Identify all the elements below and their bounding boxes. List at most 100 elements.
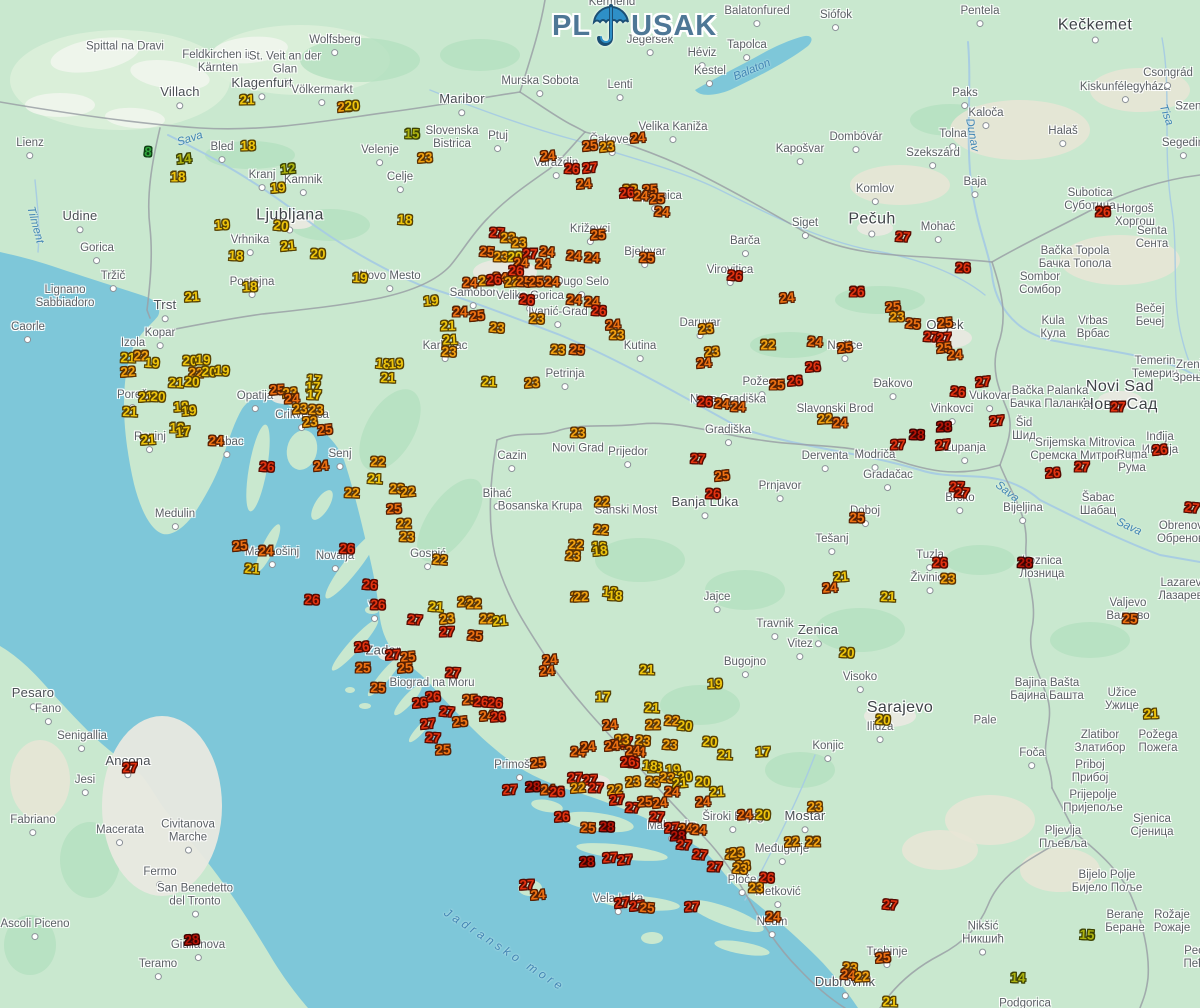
city-label: Prijepolje Пријепоље	[1063, 789, 1123, 814]
city-marker-dot	[1121, 95, 1129, 103]
city-label: Mali Lošinj	[245, 546, 299, 568]
temperature-stamp: 25	[1122, 610, 1138, 627]
city-label: Biograd na Moru	[389, 677, 475, 699]
temperature-stamp: 24	[601, 716, 619, 733]
temperature-stamp: 22	[592, 521, 610, 538]
temperature-stamp: 26	[1151, 441, 1169, 458]
temperature-stamp: 28	[183, 931, 201, 948]
temperature-stamp: 26	[1044, 464, 1062, 481]
temperature-stamp: 26	[370, 597, 386, 613]
temperature-stamp: 17	[174, 423, 192, 440]
adriatic-islands	[246, 103, 772, 956]
temperature-stamp: 18	[397, 211, 413, 228]
temperature-stamp: 23	[728, 844, 746, 861]
city-label: Barča	[730, 235, 760, 257]
city-label: Osijek	[926, 318, 963, 342]
city-label: Postojna	[230, 276, 274, 298]
city-label: Lenti	[608, 79, 632, 101]
city-marker-dot	[331, 48, 339, 56]
temperature-stamp: 23	[940, 571, 956, 587]
temperature-stamp: 22	[760, 337, 776, 353]
city-marker-dot	[698, 61, 706, 69]
temperature-stamp: 24	[691, 821, 707, 838]
city-label: Metković	[755, 886, 801, 908]
temperature-stamp: 20	[702, 733, 718, 750]
temperature-stamp: 19	[214, 362, 230, 379]
temperature-stamp: 27	[613, 894, 631, 911]
city-marker-dot	[286, 226, 294, 234]
city-label: Jegersek	[627, 34, 673, 56]
city-marker-dot	[1059, 139, 1067, 147]
lake-balaton	[695, 35, 812, 95]
temperature-stamp: 26	[549, 784, 565, 800]
temperature-stamp: 18	[607, 587, 623, 604]
city-marker-dot	[738, 888, 746, 896]
city-marker-dot	[76, 225, 84, 233]
temperature-stamp: 20	[507, 249, 523, 265]
city-label: PećПећ	[1183, 945, 1200, 970]
city-label: Bjelovar	[624, 246, 666, 268]
city-marker-dot	[668, 834, 676, 842]
city-label: Bugojno	[724, 656, 766, 678]
city-marker-dot	[729, 825, 737, 833]
temperature-stamp: 25	[435, 741, 451, 758]
temperature-stamp: 24	[312, 457, 330, 474]
city-marker-dot	[871, 463, 879, 471]
temperature-stamp: 24	[778, 289, 796, 306]
city-label: Gorica	[80, 242, 114, 264]
temperature-stamp: 27	[588, 780, 604, 796]
temperature-stamp: 22	[479, 611, 495, 627]
city-label: Rovinj	[134, 431, 166, 453]
temperature-stamp: 25	[637, 793, 653, 810]
temperature-stamp: 22	[805, 834, 821, 850]
city-marker-dot	[516, 773, 524, 781]
temperature-stamp: 24	[462, 275, 478, 291]
city-marker-dot	[469, 301, 477, 309]
city-marker-dot	[814, 639, 822, 647]
temperature-stamp: 26	[591, 302, 607, 319]
temperature-stamp: 26	[949, 383, 967, 400]
city-marker-dot	[796, 157, 804, 165]
temperature-stamp: 25	[904, 315, 922, 332]
city-label: Pale	[973, 714, 997, 727]
city-label: Užice Ужице	[1105, 687, 1139, 712]
temperature-stamp: 19	[180, 402, 198, 419]
city-label: Velenje	[361, 144, 399, 166]
temperature-stamp: 22	[594, 494, 610, 510]
city-label: Bosanska Krupa	[497, 500, 583, 513]
temperature-stamp: 23	[570, 425, 586, 441]
umbrella-icon	[592, 4, 630, 46]
city-label: Poreč	[117, 389, 147, 411]
city-label: Banja Luka	[671, 495, 738, 519]
city-marker-dot	[778, 857, 786, 865]
temperature-stamp: 26	[486, 271, 502, 288]
city-marker-dot	[986, 404, 994, 412]
temperature-stamp: 23	[529, 310, 545, 327]
temperature-stamp: 27	[988, 412, 1006, 429]
temperature-stamp: 23	[417, 149, 433, 166]
city-label: Županja	[944, 442, 986, 464]
city-marker-dot	[796, 652, 804, 660]
temperature-stamp: 27	[581, 159, 599, 176]
city-label: Subotica Суботица	[1064, 187, 1116, 212]
temperature-stamp: 26	[705, 486, 721, 502]
temperature-stamp: 25	[638, 899, 656, 916]
temperature-stamp: 26	[849, 284, 865, 300]
city-marker-dot	[536, 89, 544, 97]
city-label: Kula Кула	[1040, 315, 1066, 340]
city-marker-dot	[441, 354, 449, 362]
temperature-stamp: 24	[603, 737, 621, 754]
city-label: Kranj	[249, 169, 275, 191]
city-label: Héviz	[688, 47, 716, 69]
city-label: Slavonski Brod	[797, 403, 873, 425]
pljusak-logo[interactable]: PL USAK	[552, 4, 717, 48]
city-label: ZrenjaninЗрењанин	[1172, 359, 1200, 384]
city-label: Inđija Инђија	[1141, 431, 1179, 456]
temperature-stamp: 21	[380, 369, 396, 386]
temperature-stamp: 22	[573, 588, 589, 605]
city-label: Derventa	[802, 450, 848, 472]
city-label: Kutina	[624, 340, 656, 362]
city-label: Ascoli Piceno	[0, 918, 70, 940]
